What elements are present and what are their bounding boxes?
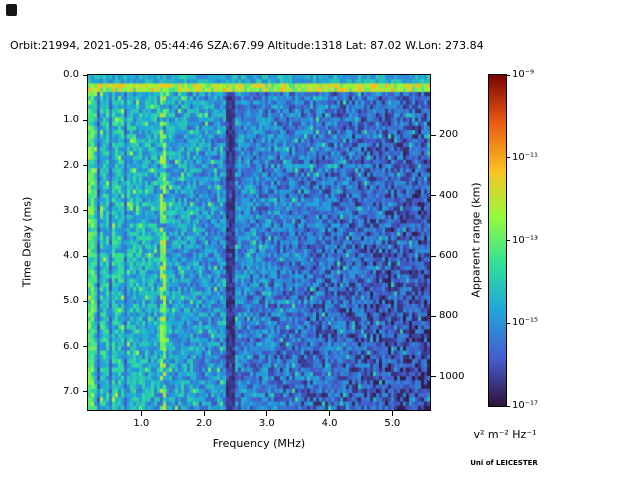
y-axis-label-left: Time Delay (ms) xyxy=(20,196,34,288)
y-tick-label: 5.0 xyxy=(63,295,79,307)
y-tick-mark xyxy=(83,165,88,167)
x-axis-label: Frequency (MHz) xyxy=(212,437,306,450)
colorbar-tick-label: 10⁻⁹ xyxy=(512,69,535,80)
y-tick-label: 1.0 xyxy=(63,114,79,126)
y-tick-mark xyxy=(83,74,88,76)
x-tick-mark xyxy=(266,411,268,416)
y-tick-mark xyxy=(83,119,88,121)
x-tick-label: 1.0 xyxy=(133,418,150,429)
colorbar-tick-label: 10⁻¹⁵ xyxy=(512,317,539,329)
colorbar xyxy=(488,74,507,407)
x-tick-mark xyxy=(329,411,331,416)
colorbar-tick-mark xyxy=(506,74,510,76)
y-tick-mark xyxy=(83,255,88,257)
right-tick-label: 1000 xyxy=(439,370,465,382)
x-tick-label: 4.0 xyxy=(321,418,338,429)
colorbar-tick-mark xyxy=(506,157,510,159)
x-tick-mark xyxy=(391,411,393,416)
right-tick-label: 800 xyxy=(439,310,459,322)
corner-mark xyxy=(6,4,17,16)
right-tick-mark xyxy=(431,195,436,197)
y-tick-label: 2.0 xyxy=(63,159,79,171)
y-axis-label-right: Apparent range (km) xyxy=(469,182,483,298)
right-tick-mark xyxy=(431,255,436,257)
right-tick-label: 200 xyxy=(439,129,459,141)
y-tick-mark xyxy=(83,210,88,212)
spectrogram-heatmap xyxy=(87,74,431,411)
credit-text: Uni of LEICESTER xyxy=(470,459,538,467)
y-tick-mark xyxy=(83,391,88,393)
y-tick-label: 0.0 xyxy=(63,69,79,80)
right-tick-label: 400 xyxy=(439,189,459,201)
x-tick-label: 2.0 xyxy=(196,418,213,429)
plot-title: Orbit:21994, 2021-05-28, 05:44:46 SZA:67… xyxy=(10,39,484,52)
y-tick-label: 4.0 xyxy=(63,250,79,262)
y-tick-mark xyxy=(83,300,88,302)
colorbar-tick-label: 10⁻¹³ xyxy=(512,234,539,246)
colorbar-tick-label: 10⁻¹⁷ xyxy=(512,400,539,411)
colorbar-tick-label: 10⁻¹¹ xyxy=(512,151,539,163)
colorbar-tick-mark xyxy=(506,240,510,241)
x-tick-label: 3.0 xyxy=(258,418,275,429)
right-tick-mark xyxy=(431,376,436,378)
right-tick-label: 600 xyxy=(439,250,459,262)
y-tick-label: 7.0 xyxy=(63,385,79,397)
x-tick-mark xyxy=(140,411,142,416)
colorbar-unit-label: v² m⁻² Hz⁻¹ xyxy=(473,428,537,441)
colorbar-tick-mark xyxy=(506,405,510,407)
right-tick-mark xyxy=(431,134,436,136)
y-tick-label: 3.0 xyxy=(63,204,79,216)
y-tick-label: 6.0 xyxy=(63,340,79,352)
y-tick-mark xyxy=(83,346,88,348)
right-tick-mark xyxy=(431,315,436,317)
x-tick-mark xyxy=(203,411,205,416)
x-tick-label: 5.0 xyxy=(384,418,401,429)
colorbar-tick-mark xyxy=(506,322,510,324)
